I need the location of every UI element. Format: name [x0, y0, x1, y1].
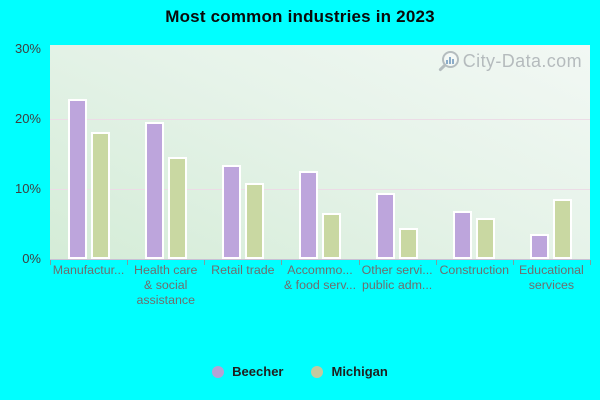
x-label-line: services	[528, 278, 575, 292]
bar-beecher-0	[67, 99, 87, 259]
x-label-line: Retail trade	[211, 263, 275, 277]
bar-michigan-2	[244, 183, 264, 259]
x-label-0: Manufactur...	[44, 263, 133, 278]
x-label-line: Construction	[439, 263, 510, 277]
x-label-line: assistance	[136, 293, 195, 307]
x-label-6: Educational services	[507, 263, 596, 293]
x-tickmark-7	[590, 260, 591, 265]
bar-michigan-4	[399, 228, 419, 259]
legend-dot-michigan	[311, 365, 324, 378]
gridline-20	[50, 119, 590, 120]
x-label-line: Manufactur...	[52, 263, 125, 277]
x-tickmark-0	[50, 260, 51, 265]
bar-beecher-3	[299, 171, 318, 259]
y-tick-label-0: 0%	[22, 251, 41, 266]
legend: Beecher Michigan	[0, 364, 600, 379]
bar-beecher-2	[221, 165, 241, 259]
x-tickmark-4	[358, 260, 360, 265]
x-label-line: Other servi...	[361, 263, 433, 277]
legend-item-michigan: Michigan	[311, 364, 388, 379]
x-label-line: public adm...	[362, 278, 433, 292]
x-label-5: Construction	[430, 263, 519, 278]
bar-beecher-4	[376, 193, 396, 259]
y-axis: 30% 20% 10% 0%	[0, 0, 45, 280]
x-label-line: & food serv...	[283, 278, 357, 292]
x-tickmark-3	[281, 260, 283, 265]
plot-area: City-Data.com	[50, 45, 590, 260]
x-tickmark-1	[127, 260, 129, 265]
x-axis-labels: Manufactur... Health care & social assistan…	[50, 263, 590, 323]
bar-beecher-1	[144, 122, 164, 259]
y-tick-label-10: 10%	[14, 181, 41, 196]
magnifier-lens	[441, 51, 459, 68]
gridline-10	[50, 189, 590, 190]
legend-item-beecher: Beecher	[212, 364, 283, 379]
x-label-line: & social	[144, 278, 188, 292]
bar-michigan-3	[322, 213, 341, 259]
x-label-line: Accommo...	[287, 263, 353, 277]
chart-title: Most common industries in 2023	[165, 7, 435, 26]
bar-michigan-1	[167, 157, 187, 259]
x-tickmark-2	[204, 260, 206, 265]
bar-michigan-6	[553, 199, 573, 259]
bar-michigan-0	[90, 132, 110, 259]
bar-beecher-6	[530, 234, 550, 259]
x-tickmark-6	[512, 260, 514, 265]
legend-dot-beecher	[212, 365, 225, 378]
x-label-1: Health care & social assistance	[121, 263, 210, 308]
x-label-2: Retail trade	[198, 263, 287, 278]
x-label-4: Other servi... public adm...	[353, 263, 442, 293]
x-label-line: Educational	[519, 263, 584, 277]
city-data-logo-icon	[438, 50, 460, 72]
watermark: City-Data.com	[438, 50, 582, 72]
y-tick-label-30: 30%	[14, 41, 41, 56]
bar-michigan-5	[476, 218, 496, 259]
bar-beecher-5	[453, 211, 473, 259]
legend-label-beecher: Beecher	[232, 364, 284, 379]
x-label-line: Health care	[134, 263, 198, 277]
watermark-text: City-Data.com	[462, 50, 582, 71]
x-label-3: Accommo... & food serv...	[275, 263, 364, 293]
x-tickmark-5	[435, 260, 437, 265]
y-tick-label-20: 20%	[14, 111, 41, 126]
legend-label-michigan: Michigan	[331, 364, 388, 379]
